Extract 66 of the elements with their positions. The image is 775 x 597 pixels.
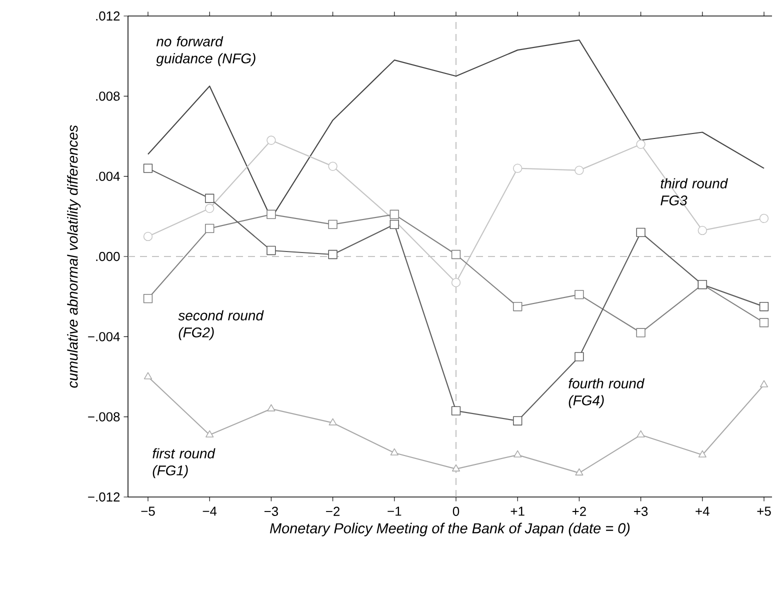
x-tick-label: −1 [388,506,402,516]
series-label: fourth round (FG4) [568,378,645,408]
point [452,464,460,472]
point [206,430,214,438]
x-axis-title: Monetary Policy Meeting of the Bank of Japan (date = 0) [270,522,630,536]
point [328,250,338,260]
point [575,468,584,476]
point [144,372,152,380]
point [698,226,708,236]
y-tick-label: .012 [96,11,120,21]
point [636,328,646,338]
series-label: first round (FG1) [152,448,216,478]
point [451,406,461,416]
point [390,220,399,230]
point [328,220,338,230]
y-axis-title: cumulative abnormal volatility differences [67,125,81,388]
point [636,140,646,149]
point [205,224,214,234]
point [266,246,276,256]
x-tick-label: −5 [141,506,155,516]
series-label: second round (FG2) [178,310,264,340]
point [266,210,276,220]
series-label: third round FG3 [660,178,728,206]
x-tick-label: +3 [634,506,648,516]
point [636,228,646,238]
x-tick-label: 0 [452,506,460,516]
point [328,162,338,171]
point [513,302,522,312]
point [267,404,276,412]
y-tick-label: −.012 [88,492,120,502]
x-tick-label: −2 [326,506,340,516]
point [390,210,399,220]
y-tick-label: .004 [96,172,120,181]
y-tick-label: −.004 [88,332,120,342]
point [513,416,522,426]
point [143,232,153,242]
x-tick-label: −4 [202,506,217,516]
point [143,164,153,173]
point [205,204,214,213]
point [514,450,522,458]
point [636,430,645,438]
x-tick-label: +2 [572,506,586,516]
y-tick-label: .008 [96,92,120,101]
point [328,418,337,426]
point [698,450,706,458]
point [451,278,461,288]
point [451,250,461,260]
point [574,352,584,362]
point [390,448,398,456]
point [759,302,769,312]
x-tick-label: +1 [510,506,524,516]
x-tick-label: −3 [264,506,278,516]
point [574,166,584,175]
x-tick-label: +4 [696,506,710,516]
point [574,290,584,300]
text: no forward guidance (NFG) [156,36,256,66]
point [759,318,769,328]
point [143,294,153,304]
y-tick-label: −.008 [88,412,120,422]
point [760,380,768,388]
x-tick-label: +5 [757,506,771,516]
point [266,136,276,145]
point [205,194,214,203]
y-tick-label: .000 [96,252,120,262]
point [513,164,522,173]
point [759,214,769,224]
